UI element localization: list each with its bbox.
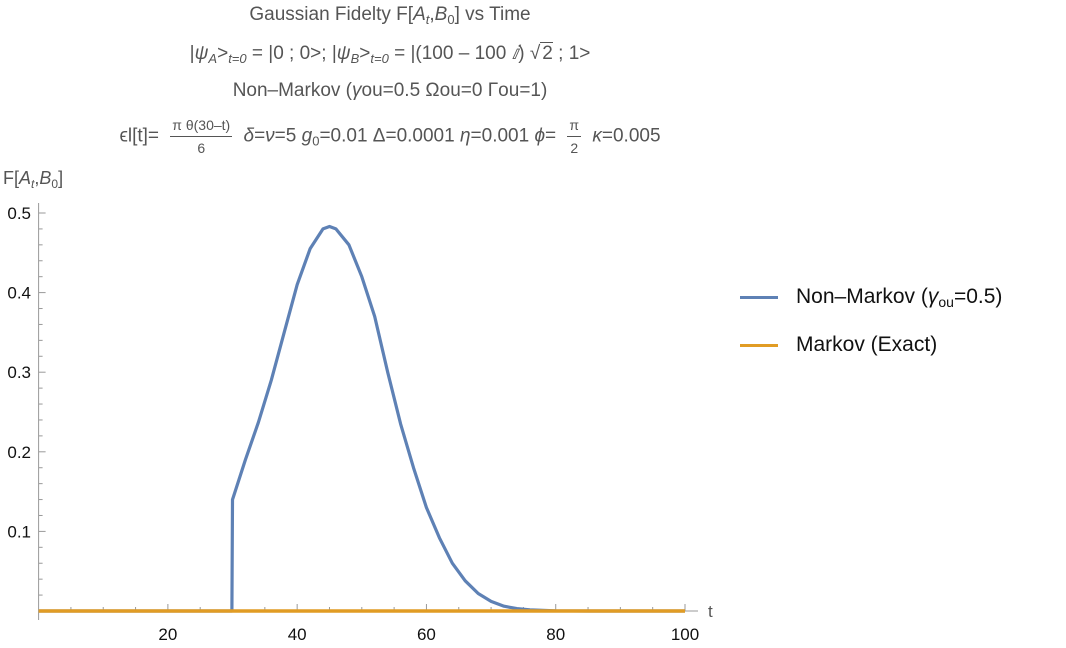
title-segment: A (208, 51, 218, 66)
x-tick-label: 80 (546, 625, 565, 644)
title-segment: κ (587, 125, 602, 147)
title-segment: ) √ (518, 43, 541, 64)
title-line-3: Non–Markov (γou=0.5 Ωou=0 Γou=1) (0, 80, 780, 102)
ylabel-comma: , (34, 168, 40, 188)
legend-item-markov: Markov (Exact) (740, 333, 937, 357)
title-segment: ⅈ (511, 43, 519, 64)
y-tick-label: 0.1 (7, 522, 31, 541)
fraction-numerator: π θ(30–t) (170, 114, 233, 137)
legend-swatch-markov (740, 343, 778, 347)
fraction-denominator: 6 (197, 140, 206, 156)
y-axis-label: F[At,B0] (3, 168, 64, 191)
fraction-numerator: π (567, 114, 582, 137)
legend-label-non-markov: Non–Markov (γou=0.5) (796, 285, 1002, 309)
y-tick-label: 0.4 (7, 284, 31, 303)
title-segment: =0.01 Δ=0.0001 (319, 125, 460, 147)
title-line-2: |ψA>t=0 = |0 ; 0>; |ψB>t=0 = |(100 – 100… (0, 42, 780, 65)
ylabel-text: F[ (3, 168, 19, 188)
x-tick-label: 100 (671, 625, 699, 644)
y-tick-label: 0.2 (7, 443, 31, 462)
title-segment: ; 1> (552, 43, 591, 64)
title-segment: t (425, 12, 430, 27)
legend-label-markov: Markov (Exact) (796, 333, 938, 356)
ylabel-b-sub: 0 (51, 177, 59, 191)
title-segment: 2 (540, 42, 553, 64)
legend-sub: ou (938, 294, 954, 310)
y-tick-label: 0.3 (7, 363, 31, 382)
title-line-1: Gaussian Fidelty F[At,B0] vs Time (0, 4, 780, 26)
title-segment: g (301, 125, 313, 147)
legend-text: Non–Markov ( (796, 285, 928, 308)
y-tick-label: 0.5 (7, 204, 31, 223)
title-segment: ν (265, 125, 275, 147)
x-axis-label: t (708, 602, 713, 621)
title-segment: Gaussian Fidelty F[ (249, 4, 414, 25)
title-segment: = (254, 125, 266, 147)
x-tick-label: 40 (288, 625, 307, 644)
title-segment: = |0 ; 0>; | (246, 43, 337, 64)
title-segment: =0.001 (470, 125, 535, 147)
x-tick-label: 60 (417, 625, 436, 644)
title-segment: > (359, 43, 371, 64)
title-line-4: ϵl[t]= π θ(30–t) 6 δ=ν=5 g0=0.01 Δ=0.0001… (0, 114, 780, 159)
title-segment: ou=0.5 Ωou=0 Γou=1) (361, 80, 548, 101)
ylabel-b: B (39, 168, 52, 188)
ylabel-a: A (19, 168, 32, 188)
fraction-denominator: 2 (570, 140, 579, 156)
title-segment: , (429, 4, 435, 25)
legend-end: =0.5) (953, 285, 1003, 308)
title-segment: η (459, 125, 471, 147)
title-segment: A (413, 4, 426, 25)
title-segment: = (545, 125, 562, 147)
title-segment: ] vs Time (454, 4, 531, 25)
title-segment: π θ(30–t) 6 (170, 114, 233, 159)
title-segment: =5 (274, 125, 302, 147)
title-segment: t=0 (228, 51, 247, 66)
legend-gamma: γ (927, 285, 939, 308)
title-segment: > (217, 43, 229, 64)
legend-item-non-markov: Non–Markov (γou=0.5) (740, 285, 1002, 309)
title-segment: ϕ (534, 125, 546, 147)
title-segment: 0 (447, 12, 455, 27)
title-segment: ϵl[t]= (119, 125, 165, 147)
ylabel-end: ] (58, 168, 64, 188)
title-segment: t=0 (370, 51, 389, 66)
series-non-markov-line (38, 224, 685, 613)
title-segment: = |(100 – 100 (388, 43, 512, 64)
title-segment: B (434, 4, 448, 25)
title-segment: 0 (312, 133, 320, 149)
title-segment: Non–Markov ( (232, 80, 353, 101)
title-segment: =0.005 (601, 125, 661, 147)
title-segment: B (350, 51, 360, 66)
title-segment: | (189, 43, 195, 64)
ylabel-a-sub: t (31, 177, 35, 191)
title-segment: γ (352, 80, 362, 101)
title-segment: ψ (194, 43, 209, 64)
legend-swatch-non-markov (740, 295, 778, 299)
title-segment: ψ (336, 43, 351, 64)
title-segment: δ (238, 125, 255, 147)
x-tick-label: 20 (158, 625, 177, 644)
